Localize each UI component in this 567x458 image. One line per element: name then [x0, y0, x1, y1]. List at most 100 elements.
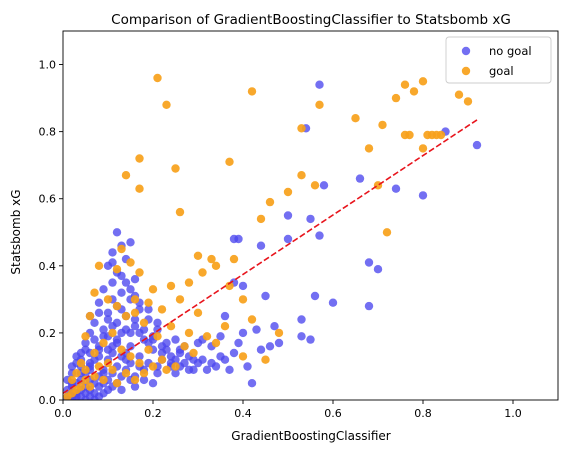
no-goal-point	[256, 241, 266, 250]
goal-point	[463, 97, 473, 106]
goal-point	[72, 369, 81, 378]
goal-point	[175, 207, 185, 217]
no-goal-point	[274, 338, 284, 348]
no-goal-point	[135, 352, 144, 361]
goal-point	[112, 301, 122, 311]
y-tick-label: 0.6	[39, 193, 57, 206]
no-goal-point	[216, 332, 225, 341]
y-tick-label: 1.0	[39, 59, 57, 72]
goal-point	[139, 369, 149, 378]
no-goal-point	[130, 382, 140, 391]
y-tick-label: 0.8	[39, 126, 57, 139]
no-goal-point	[81, 338, 90, 348]
no-goal-point	[171, 369, 180, 378]
no-goal-point	[126, 238, 135, 247]
no-goal-point	[108, 248, 117, 257]
x-axis-label: GradientBoostingClassifier	[231, 429, 391, 443]
goal-point	[220, 322, 230, 331]
goal-point	[157, 305, 167, 314]
goal-point	[162, 365, 171, 374]
no-goal-point	[99, 285, 108, 294]
no-goal-point	[90, 335, 99, 344]
goal-point	[117, 345, 126, 354]
goal-point	[184, 328, 194, 338]
no-goal-point	[229, 348, 239, 358]
no-goal-point	[126, 285, 135, 294]
goal-point	[310, 181, 320, 190]
no-goal-point	[306, 335, 315, 344]
goal-point	[99, 338, 108, 348]
goal-point	[117, 244, 126, 254]
no-goal-point	[148, 379, 158, 388]
no-goal-point	[130, 322, 140, 331]
goal-point	[153, 332, 162, 341]
goal-point	[454, 90, 464, 99]
goal-point	[373, 181, 383, 190]
goal-point	[135, 184, 144, 193]
no-goal-point	[297, 332, 306, 341]
no-goal-point	[373, 265, 383, 274]
no-goal-point	[238, 281, 248, 291]
no-goal-point	[418, 191, 428, 200]
goal-point	[409, 87, 419, 96]
goal-point	[99, 375, 108, 385]
no-goal-point	[243, 362, 252, 371]
no-goal-point	[234, 338, 243, 348]
goal-point	[436, 130, 446, 140]
no-goal-point	[157, 348, 167, 358]
goal-point	[193, 251, 203, 260]
goal-point	[225, 157, 234, 166]
no-goal-point	[261, 291, 270, 301]
no-goal-point	[130, 315, 140, 324]
no-goal-point	[247, 379, 257, 388]
no-goal-point	[229, 234, 239, 244]
goal-point	[108, 365, 117, 374]
no-goal-point	[108, 278, 117, 287]
goal-point	[378, 120, 387, 130]
goal-point	[364, 144, 374, 153]
x-tick-label: 0.2	[144, 407, 162, 420]
no-goal-point	[202, 365, 212, 374]
no-goal-point	[99, 325, 108, 334]
goal-point	[391, 93, 401, 103]
legend-marker	[461, 46, 471, 56]
no-goal-point	[238, 328, 248, 338]
no-goal-point	[220, 311, 230, 321]
no-goal-point	[153, 369, 162, 378]
no-goal-point	[144, 305, 153, 314]
data-layer	[63, 73, 482, 400]
goal-point	[297, 171, 306, 180]
goal-point	[180, 342, 189, 351]
no-goal-point	[252, 325, 261, 334]
no-goal-point	[108, 258, 117, 267]
goal-point	[247, 87, 257, 96]
no-goal-point	[126, 342, 135, 351]
goal-point	[148, 285, 158, 294]
no-goal-point	[85, 358, 95, 368]
goal-point	[81, 365, 90, 374]
no-goal-point	[81, 395, 90, 400]
goal-point	[166, 322, 176, 331]
no-goal-point	[283, 234, 293, 244]
goal-point	[166, 281, 176, 291]
goal-point	[148, 362, 158, 371]
goal-point	[76, 358, 86, 368]
no-goal-point	[364, 301, 374, 311]
legend-box	[445, 36, 552, 84]
goal-point	[247, 315, 257, 324]
no-goal-point	[175, 348, 185, 358]
no-goal-point	[130, 275, 140, 284]
goal-point	[193, 308, 203, 317]
goal-point	[135, 154, 144, 163]
goal-point	[144, 298, 153, 307]
no-goal-point	[184, 365, 194, 374]
y-tick-label: 0.2	[39, 327, 57, 340]
no-goal-point	[117, 288, 126, 297]
no-goal-point	[90, 395, 99, 400]
goal-point	[315, 100, 324, 110]
no-goal-point	[198, 355, 207, 364]
goal-point	[238, 352, 248, 361]
x-tick-label: 0.4	[234, 407, 252, 420]
goal-point	[265, 197, 275, 207]
